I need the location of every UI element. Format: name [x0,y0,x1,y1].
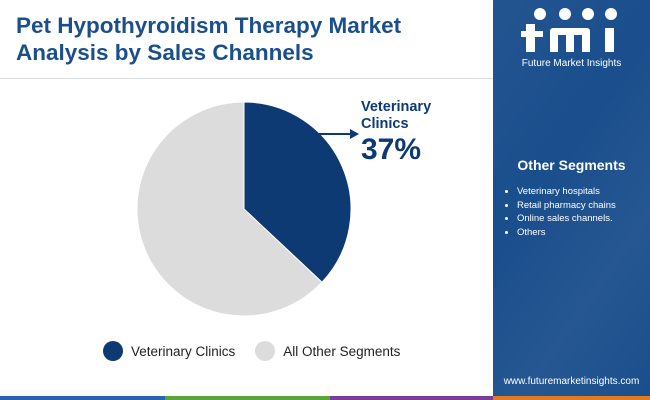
logo-letter-m-3 [582,30,590,52]
footer-bar-segment [0,396,165,400]
legend-swatch-veterinary-clinics [103,341,123,361]
logo-letter-m-2 [566,30,574,52]
list-item: Others [517,226,650,240]
pie-slices [136,101,352,317]
pie-slice-all-other-segments [136,101,323,317]
legend-swatch-all-other-segments [255,341,276,361]
logo-dot [605,8,617,20]
page-title: Pet Hypothyroidism Therapy Market Analys… [16,13,402,65]
legend-item-all-other-segments: All Other Segments [255,341,400,361]
logo-letter-m-top [550,28,590,35]
brand-logo: Future Market Insights [493,0,650,78]
pie-slice-veterinary-clinics [243,101,352,283]
sidebar-texture [493,0,650,400]
logo-wordmark: Future Market Insights [521,58,622,69]
chart-legend: Veterinary Clinics All Other Segments [103,340,420,362]
callout-arrow-head [350,129,359,139]
callout-arrow [318,129,359,139]
title-divider [0,78,493,79]
logo-letter-f [526,24,535,52]
list-item: Retail pharmacy chains [517,199,650,213]
footer-bar-segment [165,396,330,400]
callout-label: Veterinary Clinics [361,99,432,132]
list-item: Veterinary hospitals [517,185,650,199]
logo-letter-f-bar [521,31,543,37]
website-link[interactable]: www.futuremarketinsights.com [503,376,640,387]
list-item: Online sales channels. [517,212,650,226]
footer-bar-segment [493,396,650,400]
segments-title: Other Segments [517,157,626,173]
chart-panel: Pet Hypothyroidism Therapy Market Analys… [0,13,493,362]
callout-value: 37% [361,133,422,166]
legend-label: All Other Segments [283,343,401,359]
legend-label: Veterinary Clinics [131,343,236,359]
footer-bar-segment [330,396,493,400]
slice-callout: Veterinary Clinics 37% [361,99,481,166]
pie-chart [136,101,359,317]
legend-item-veterinary-clinics: Veterinary Clinics [103,341,235,361]
logo-letter-i [605,28,614,52]
logo-dot [559,8,571,20]
logo-dot [534,8,546,20]
segments-list: Veterinary hospitals Retail pharmacy cha… [499,185,650,239]
logo-dot [582,8,594,20]
fmi-logo-icon [521,8,617,52]
footer-color-bar [0,396,650,400]
sidebar-panel: Future Market Insights Other Segments Ve… [493,0,650,400]
logo-letter-m-1 [550,30,558,52]
